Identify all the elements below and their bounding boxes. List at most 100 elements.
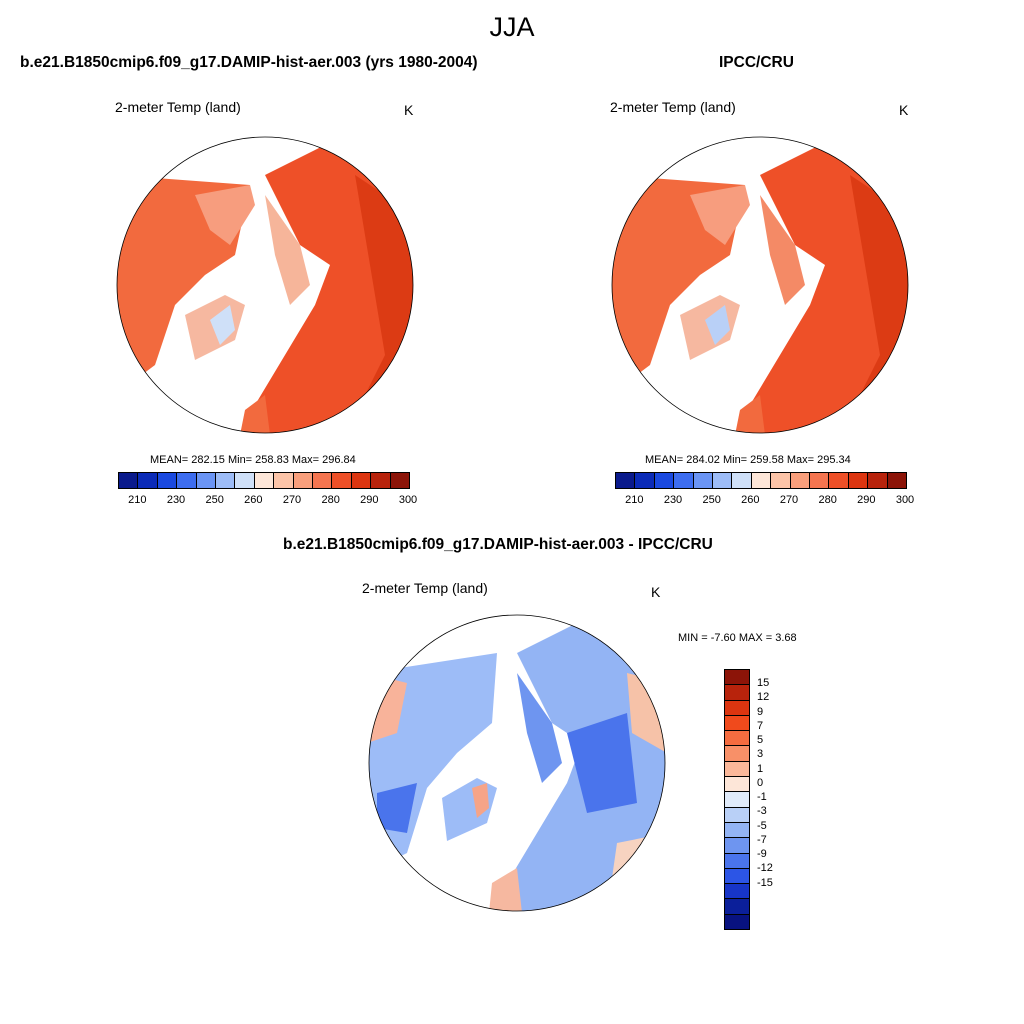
colorbar-swatch xyxy=(216,473,236,488)
colorbar-tick-label: 270 xyxy=(282,494,302,506)
colorbar-swatch xyxy=(732,473,752,488)
colorbar-tick-label: 9 xyxy=(757,705,764,718)
diff-stats: MIN = -7.60 MAX = 3.68 xyxy=(678,632,797,644)
colorbar-swatch xyxy=(674,473,694,488)
colorbar-swatch xyxy=(725,822,749,839)
colorbar-tick-label: 280 xyxy=(321,494,340,506)
colorbar-tick-label: -5 xyxy=(757,819,767,832)
colorbar-swatch xyxy=(138,473,158,488)
colorbar-swatch xyxy=(725,807,749,823)
obs-stats: MEAN= 284.02 Min= 259.58 Max= 295.34 xyxy=(645,454,851,466)
colorbar-swatch xyxy=(616,473,636,488)
colorbar-swatch xyxy=(725,899,749,915)
colorbar-tick-label: -12 xyxy=(757,862,773,875)
obs-panel-title: IPCC/CRU xyxy=(719,54,794,71)
colorbar-tick-label: 5 xyxy=(757,734,764,747)
model-panel-title: b.e21.B1850cmip6.f09_g17.DAMIP-hist-aer.… xyxy=(20,54,478,71)
colorbar-tick-label: 300 xyxy=(895,494,915,506)
diff-units-label: K xyxy=(651,584,661,600)
colorbar-swatch xyxy=(725,884,749,900)
colorbar-swatch xyxy=(351,473,372,488)
colorbar-tick-label: 260 xyxy=(244,494,263,506)
colorbar-tick-label: -1 xyxy=(757,791,767,804)
colorbar-tick-label: 7 xyxy=(757,719,764,732)
diff-variable-label: 2-meter Temp (land) xyxy=(362,580,488,596)
diff-panel-title: b.e21.B1850cmip6.f09_g17.DAMIP-hist-aer.… xyxy=(283,536,713,553)
colorbar-swatch xyxy=(771,473,791,488)
season-title: JJA xyxy=(489,12,535,42)
colorbar-tick-label: 300 xyxy=(398,494,418,506)
colorbar-swatch xyxy=(313,473,333,488)
colorbar-tick-label: 260 xyxy=(741,494,760,506)
colorbar-tick-label: 12 xyxy=(757,691,770,704)
colorbar-swatch xyxy=(371,473,391,488)
colorbar-tick-label: 0 xyxy=(757,776,764,789)
colorbar-tick-label: -7 xyxy=(757,833,767,846)
colorbar-tick-label: -3 xyxy=(757,805,767,818)
colorbar-tick-label: 230 xyxy=(663,494,683,506)
colorbar-swatch xyxy=(177,473,197,488)
colorbar-tick-label: 280 xyxy=(818,494,837,506)
colorbar-swatch xyxy=(725,685,749,701)
colorbar-swatch xyxy=(725,914,749,930)
colorbar-tick-label: 290 xyxy=(360,494,379,506)
colorbar-tick-label: 1 xyxy=(757,762,764,775)
colorbar-swatch xyxy=(635,473,655,488)
colorbar-swatch xyxy=(725,838,749,854)
diff-colorbar-ticks: 15 12 9 7 5 3 1 0 -1 -3 -5 -7 -9 -12 -15 xyxy=(757,669,797,911)
obs-colorbar xyxy=(615,472,907,489)
colorbar-swatch xyxy=(254,473,275,488)
colorbar-swatch xyxy=(848,473,869,488)
colorbar-swatch xyxy=(868,473,888,488)
colorbar-swatch xyxy=(829,473,849,488)
colorbar-tick-label: -15 xyxy=(757,876,773,889)
colorbar-swatch xyxy=(725,746,749,762)
colorbar-swatch xyxy=(274,473,294,488)
colorbar-swatch xyxy=(119,473,139,488)
colorbar-tick-label: 290 xyxy=(857,494,876,506)
colorbar-tick-label: 3 xyxy=(757,748,764,761)
colorbar-tick-label: 250 xyxy=(205,494,224,506)
obs-polar-map xyxy=(611,136,909,434)
colorbar-swatch xyxy=(790,473,811,488)
model-stats: MEAN= 282.15 Min= 258.83 Max= 296.84 xyxy=(150,454,356,466)
obs-colorbar-ticks: 210 230 250 260 270 280 290 300 xyxy=(615,494,914,508)
colorbar-swatch xyxy=(157,473,178,488)
colorbar-tick-label: 15 xyxy=(757,677,770,690)
colorbar-swatch xyxy=(725,868,749,885)
colorbar-swatch xyxy=(654,473,675,488)
colorbar-swatch xyxy=(751,473,772,488)
colorbar-swatch xyxy=(725,792,749,808)
colorbar-swatch xyxy=(725,700,749,716)
colorbar-swatch xyxy=(390,473,410,488)
colorbar-swatch xyxy=(693,473,714,488)
colorbar-swatch xyxy=(725,853,749,869)
colorbar-swatch xyxy=(887,473,907,488)
obs-units-label: K xyxy=(899,102,909,118)
colorbar-swatch xyxy=(332,473,352,488)
colorbar-tick-label: 270 xyxy=(779,494,799,506)
colorbar-swatch xyxy=(725,761,749,778)
model-units-label: K xyxy=(404,102,414,118)
diff-polar-map xyxy=(368,614,666,912)
colorbar-tick-label: 210 xyxy=(128,494,147,506)
colorbar-tick-label: 230 xyxy=(166,494,186,506)
colorbar-tick-label: 250 xyxy=(702,494,721,506)
model-variable-label: 2-meter Temp (land) xyxy=(115,99,241,115)
colorbar-swatch xyxy=(725,777,749,793)
colorbar-tick-label: -9 xyxy=(757,848,767,861)
colorbar-swatch xyxy=(725,670,749,686)
colorbar-swatch xyxy=(810,473,830,488)
model-colorbar xyxy=(118,472,410,489)
colorbar-swatch xyxy=(725,731,749,747)
colorbar-swatch xyxy=(713,473,733,488)
colorbar-swatch xyxy=(196,473,217,488)
diff-colorbar xyxy=(724,669,750,931)
model-colorbar-ticks: 210 230 250 260 270 280 290 300 xyxy=(118,494,417,508)
colorbar-swatch xyxy=(293,473,314,488)
colorbar-swatch xyxy=(725,715,749,732)
colorbar-tick-label: 210 xyxy=(625,494,644,506)
model-polar-map xyxy=(116,136,414,434)
obs-variable-label: 2-meter Temp (land) xyxy=(610,99,736,115)
colorbar-swatch xyxy=(235,473,255,488)
